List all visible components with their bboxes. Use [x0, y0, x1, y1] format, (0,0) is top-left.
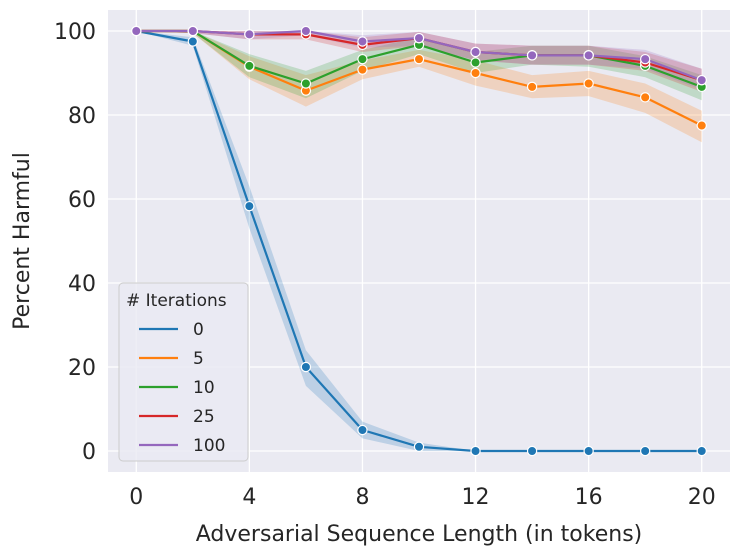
point-series-0 — [357, 424, 368, 436]
point-series-5 — [639, 92, 651, 103]
point-series-5 — [357, 64, 368, 75]
legend: # Iterations 0 5 10 25 100 — [118, 282, 249, 462]
point-series-0 — [470, 445, 481, 457]
point-series-100 — [470, 46, 481, 58]
point-series-5 — [583, 78, 594, 89]
legend-label-100: 100 — [193, 436, 225, 456]
y-tick-label: 40 — [68, 272, 96, 297]
point-series-10 — [470, 57, 481, 68]
band-series-10 — [136, 31, 702, 101]
point-series-0 — [583, 445, 594, 457]
legend-label-5: 5 — [193, 349, 204, 369]
legend-label-10: 10 — [193, 378, 215, 398]
x-tick-label: 20 — [688, 485, 716, 510]
y-axis-title: Percent Harmful — [10, 152, 35, 330]
legend-title: # Iterations — [126, 291, 227, 311]
point-series-100 — [696, 74, 707, 86]
x-tick-label: 4 — [242, 485, 256, 510]
point-series-10 — [300, 78, 312, 89]
point-series-0 — [639, 445, 651, 457]
point-series-100 — [244, 29, 255, 40]
legend-label-25: 25 — [193, 407, 215, 427]
x-tick-label: 12 — [462, 485, 490, 510]
legend-items: 0 5 10 25 100 — [139, 320, 225, 456]
point-series-100 — [357, 36, 368, 47]
series-markers — [131, 25, 707, 457]
point-series-5 — [413, 53, 425, 65]
y-tick-label: 0 — [82, 440, 96, 465]
point-series-0 — [300, 361, 312, 373]
point-series-100 — [413, 32, 425, 44]
y-tick-label: 100 — [54, 20, 96, 45]
x-tick-label: 16 — [575, 485, 603, 510]
point-series-100 — [583, 50, 594, 61]
x-tick-label: 8 — [355, 485, 369, 510]
legend-label-0: 0 — [193, 320, 204, 340]
point-series-0 — [413, 441, 425, 452]
point-series-100 — [187, 25, 199, 37]
point-series-100 — [300, 25, 312, 37]
x-axis-title: Adversarial Sequence Length (in tokens) — [196, 522, 643, 547]
point-series-10 — [357, 53, 368, 65]
point-series-5 — [470, 67, 481, 79]
point-series-5 — [526, 81, 538, 93]
point-series-100 — [131, 25, 142, 37]
y-tick-label: 80 — [68, 104, 96, 129]
point-series-10 — [244, 60, 255, 72]
point-series-0 — [696, 445, 707, 457]
band-series-25 — [136, 31, 702, 92]
point-series-100 — [526, 50, 538, 61]
point-series-0 — [187, 36, 199, 47]
point-series-5 — [696, 120, 707, 131]
point-series-0 — [526, 445, 538, 457]
y-tick-label: 20 — [68, 356, 96, 381]
point-series-100 — [639, 53, 651, 65]
point-series-0 — [244, 200, 255, 212]
y-tick-label: 60 — [68, 188, 96, 213]
x-tick-label: 0 — [129, 485, 143, 510]
band-series-100 — [136, 31, 702, 90]
